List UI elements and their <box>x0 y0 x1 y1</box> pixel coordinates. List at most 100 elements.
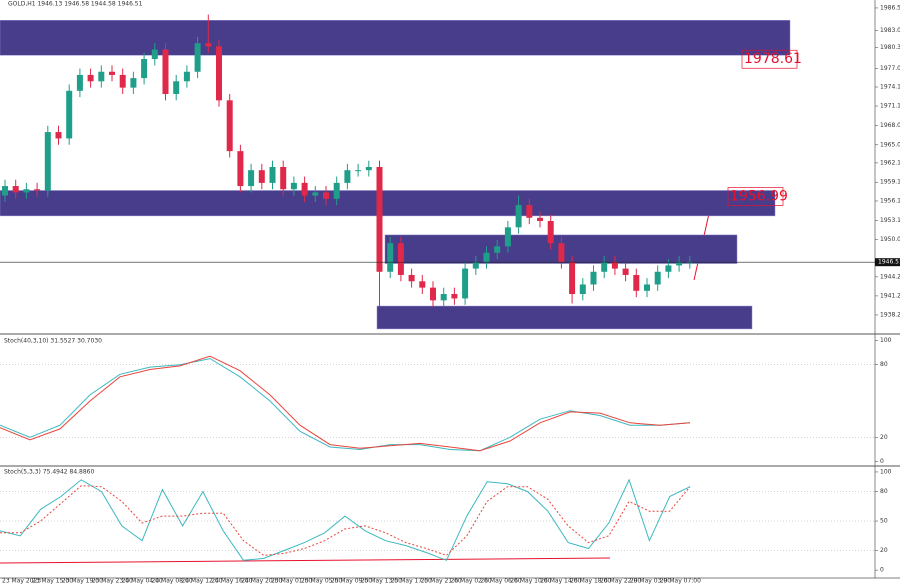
candle-body <box>237 151 244 187</box>
candle-body <box>472 262 479 269</box>
candle-body <box>12 186 19 193</box>
candle-body <box>611 262 618 269</box>
candle-body <box>451 293 458 299</box>
x-tick-label: 26 May 22:00 <box>600 578 641 585</box>
candle-body <box>333 182 340 199</box>
candle-body <box>151 49 158 60</box>
candle-body <box>119 74 126 88</box>
x-tick-label: 26 May 02:00 <box>451 578 492 585</box>
y-tick-label: 20 <box>880 434 888 441</box>
y-tick-label: 1953.10 <box>880 217 900 224</box>
candle-body <box>355 170 362 172</box>
candle-body <box>601 262 608 272</box>
y-tick-label: 80 <box>880 361 888 368</box>
x-tick-label: 25 May 09:00 <box>331 578 372 585</box>
candle-body <box>569 262 576 294</box>
x-tick-label: 24 May 20:00 <box>241 578 282 585</box>
candle-body <box>76 74 83 91</box>
candle-body <box>344 170 351 183</box>
candle-body <box>686 262 693 264</box>
candle-body <box>323 192 329 199</box>
last-price-box <box>875 258 900 267</box>
y-tick-label: 1980.30 <box>880 44 900 51</box>
indicator-title: Stoch(40,3,10) 31.5527 30.7030 <box>4 338 102 345</box>
candle-body <box>644 284 650 291</box>
candle-body <box>526 205 533 218</box>
x-tick-label: 23 May 19:00 <box>62 578 103 585</box>
candle-body <box>590 271 597 285</box>
candle-body <box>269 167 276 183</box>
x-tick-label: 23 May 2023 <box>2 578 41 585</box>
indicator-line <box>0 485 691 556</box>
x-tick-label: 23 May 15:00 <box>32 578 73 585</box>
x-tick-label: 25 May 13:00 <box>361 578 402 585</box>
x-tick-label: 26 May 06:00 <box>480 578 521 585</box>
candle-body <box>504 227 511 247</box>
x-tick-label: 29 May 03:00 <box>630 578 671 585</box>
candle-body <box>87 74 94 82</box>
candle-body <box>558 243 565 263</box>
x-tick-label: 23 May 23:00 <box>92 578 133 585</box>
candle-body <box>301 182 308 196</box>
x-tick-label: 25 May 21:00 <box>421 578 462 585</box>
candle-body <box>130 78 137 88</box>
candle-body <box>109 71 115 75</box>
y-tick-label: 0 <box>880 458 884 465</box>
x-tick-label: 26 May 10:00 <box>510 578 551 585</box>
candle-body <box>376 167 383 272</box>
y-tick-label: 1983.00 <box>880 27 900 34</box>
candle-body <box>141 59 148 79</box>
x-tick-label: 29 May 07:00 <box>660 578 701 585</box>
candle-body <box>654 271 661 285</box>
y-tick-label: 1968.00 <box>880 122 900 129</box>
candle-body <box>34 189 41 191</box>
candle-body <box>430 287 436 301</box>
candle-body <box>2 186 8 196</box>
x-tick-label: 24 May 12:00 <box>181 578 222 585</box>
y-tick-label: 1956.15 <box>880 197 900 204</box>
candle-body <box>226 100 233 152</box>
candle-body <box>98 71 105 82</box>
y-tick-label: 1971.10 <box>880 103 900 110</box>
candle-body <box>194 43 201 72</box>
candle-body <box>676 262 683 266</box>
y-tick-label: 100 <box>880 468 892 475</box>
candle-body <box>440 293 447 301</box>
y-tick-label: 20 <box>880 547 888 554</box>
level-label: 1956.99 <box>730 188 788 204</box>
level-label-box <box>741 49 798 69</box>
trend-line <box>0 557 611 564</box>
x-tick-label: 24 May 08:00 <box>152 578 193 585</box>
candle-body <box>162 49 169 94</box>
y-tick-label: 1962.15 <box>880 159 900 166</box>
y-tick-label: 1986.55 <box>880 4 900 11</box>
candle-body <box>579 284 586 294</box>
chart-title: GOLD,H1 1946.13 1946.58 1944.58 1946.51 <box>8 1 143 8</box>
indicator-line <box>0 355 691 452</box>
candle-body <box>633 274 640 291</box>
indicator-line <box>0 358 691 452</box>
candle-body <box>258 170 265 183</box>
candle-body <box>216 46 222 101</box>
x-tick-label: 25 May 01:00 <box>271 578 312 585</box>
candle-body <box>622 268 629 275</box>
zone <box>0 190 776 217</box>
y-tick-label: 50 <box>880 518 888 525</box>
x-tick-label: 24 May 16:00 <box>211 578 252 585</box>
candle-body <box>365 167 372 171</box>
x-tick-label: 24 May 04:00 <box>122 578 163 585</box>
level-label-box <box>727 187 784 206</box>
candle-body <box>23 189 30 193</box>
level-label: 1978.61 <box>744 51 802 67</box>
y-tick-label: 1977.00 <box>880 65 900 72</box>
y-tick-label: 1938.20 <box>880 311 900 318</box>
x-tick-label: 26 May 18:00 <box>570 578 611 585</box>
last-price-label: 1946.51 <box>878 259 900 266</box>
x-tick-label: 25 May 17:00 <box>391 578 432 585</box>
candle-body <box>665 265 672 272</box>
candle-body <box>547 220 554 244</box>
indicator-line <box>0 478 691 561</box>
candle-body <box>248 170 255 187</box>
